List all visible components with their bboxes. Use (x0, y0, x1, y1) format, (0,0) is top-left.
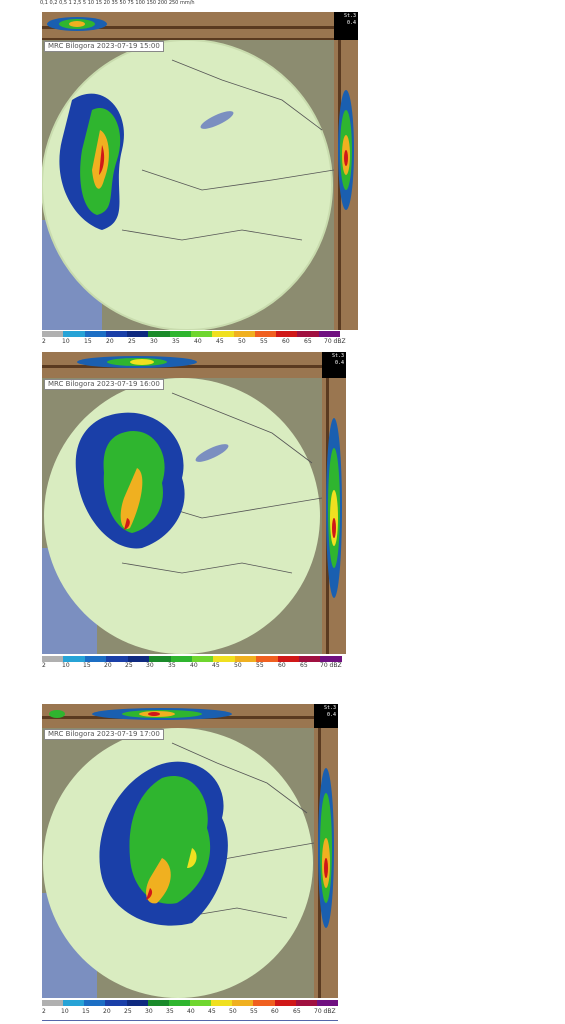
scale-label: 40 (187, 1008, 195, 1015)
dbz-color-scale (42, 656, 342, 662)
radar-map: MRC Bilogora 2023-07-19 15:00 (42, 40, 334, 330)
scale-label: 30 (145, 1008, 153, 1015)
radar-map: MRC Bilogora 2023-07-19 16:00 (42, 378, 322, 654)
scale-label: 45 (208, 1008, 216, 1015)
scale-label: 70 dBZ (314, 1008, 336, 1015)
vertical-cross-section (334, 40, 358, 330)
corner-line-2: 0.4 (326, 712, 336, 718)
dbz-scale-labels: 2 10 15 20 25 30 35 40 45 50 55 60 65 70… (42, 662, 346, 670)
dbz-color-scale (42, 1000, 338, 1006)
scale-label: 50 (238, 338, 246, 345)
scale-label: 65 (293, 1008, 301, 1015)
scale-label: 15 (84, 338, 92, 345)
scale-label: 2 (42, 338, 46, 345)
scale-label: 2 (42, 1008, 46, 1015)
horizontal-cross-section (42, 704, 314, 728)
corner-line-2: 0.4 (334, 360, 344, 366)
scale-label: 50 (229, 1008, 237, 1015)
scale-label: 55 (250, 1008, 258, 1015)
corner-info-box: St.3 0.4 (334, 12, 358, 40)
scale-label: 45 (216, 338, 224, 345)
radar-map: MRC Bilogora 2023-07-19 17:00 (42, 728, 314, 998)
scale-label: 70 dBZ (324, 338, 346, 345)
scale-label: 40 (194, 338, 202, 345)
radar-panel-1: St.3 0.4 MRC Bilogora 2023-07-19 15:00 (42, 12, 358, 342)
corner-line-2: 0.4 (346, 20, 356, 26)
horizontal-cross-section (42, 352, 322, 378)
dbz-color-scale (42, 331, 340, 337)
panel-title: MRC Bilogora 2023-07-19 16:00 (44, 379, 164, 390)
corner-line-1: St.3 (331, 353, 344, 359)
vertical-cross-section (314, 728, 338, 998)
corner-info-box: St.3 0.4 (322, 352, 346, 378)
scale-label: 55 (256, 662, 264, 669)
radar-panel-2: St.3 0.4 MRC Bilogora 2023-07-19 16:00 (42, 352, 346, 666)
scale-label: 25 (125, 662, 133, 669)
scale-label: 70 dBZ (320, 662, 342, 669)
dbz-scale-labels: 2 10 15 20 25 30 35 40 45 50 55 60 65 70… (42, 1008, 338, 1016)
scale-label: 50 (234, 662, 242, 669)
scale-label: 35 (172, 338, 180, 345)
dbz-scale-labels: 2 10 15 20 25 30 35 40 45 50 55 60 65 70… (42, 338, 358, 346)
scale-label: 60 (271, 1008, 279, 1015)
scale-label: 10 (61, 1008, 69, 1015)
bottom-divider (42, 1020, 338, 1021)
scale-label: 45 (212, 662, 220, 669)
scale-label: 60 (282, 338, 290, 345)
top-rain-scale: 0,1 0,2 0,5 1 2,5 5 10 15 20 35 50 75 10… (40, 0, 195, 6)
horizontal-cross-section (42, 12, 334, 40)
scale-label: 20 (104, 662, 112, 669)
scale-label: 65 (300, 662, 308, 669)
panel-title: MRC Bilogora 2023-07-19 17:00 (44, 729, 164, 740)
corner-info-box: St.3 0.4 (314, 704, 338, 728)
corner-line-1: St.3 (323, 705, 336, 711)
scale-label: 65 (304, 338, 312, 345)
panel-title: MRC Bilogora 2023-07-19 15:00 (44, 41, 164, 52)
scale-label: 30 (146, 662, 154, 669)
scale-label: 30 (150, 338, 158, 345)
scale-label: 20 (103, 1008, 111, 1015)
scale-label: 40 (190, 662, 198, 669)
scale-label: 2 (42, 662, 46, 669)
scale-label: 25 (124, 1008, 132, 1015)
scale-label: 60 (278, 662, 286, 669)
vertical-cross-section (322, 378, 346, 654)
scale-label: 15 (83, 662, 91, 669)
scale-label: 10 (62, 662, 70, 669)
scale-label: 15 (82, 1008, 90, 1015)
scale-label: 35 (166, 1008, 174, 1015)
scale-label: 35 (168, 662, 176, 669)
corner-line-1: St.3 (343, 13, 356, 19)
radar-panel-3: St.3 0.4 MRC Bilogora 2023-07-19 17:00 (42, 704, 338, 1010)
scale-label: 20 (106, 338, 114, 345)
scale-label: 25 (128, 338, 136, 345)
scale-label: 55 (260, 338, 268, 345)
scale-label: 10 (62, 338, 70, 345)
